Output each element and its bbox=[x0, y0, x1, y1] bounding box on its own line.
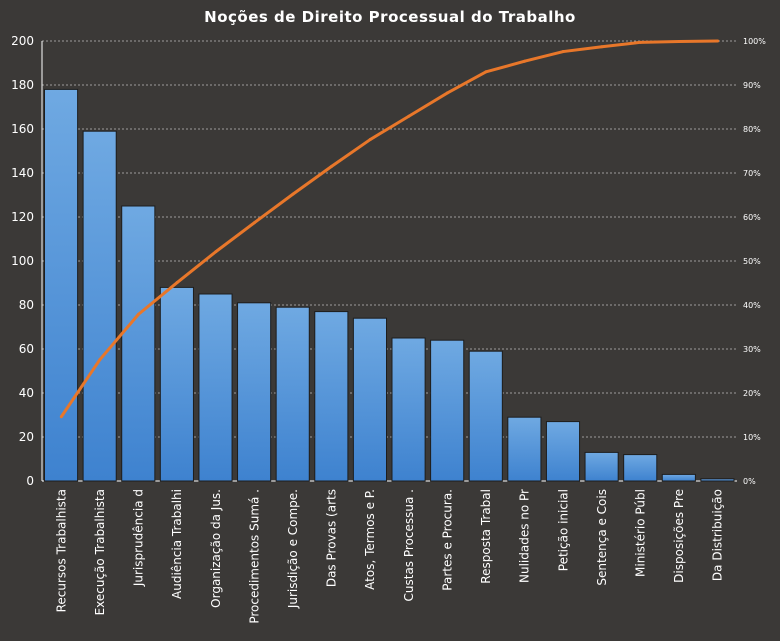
line-point bbox=[252, 221, 256, 225]
y-tick-label: 0 bbox=[26, 474, 34, 488]
y2-tick-label: 70% bbox=[743, 169, 761, 178]
y2-tick-label: 10% bbox=[743, 433, 761, 442]
y2-tick-label: 60% bbox=[743, 213, 761, 222]
y2-tick-label: 80% bbox=[743, 125, 761, 134]
y-tick-label: 180 bbox=[11, 78, 34, 92]
line-point bbox=[484, 70, 488, 74]
bar bbox=[314, 311, 349, 482]
bar bbox=[121, 205, 156, 482]
bar bbox=[584, 451, 619, 482]
line-point bbox=[677, 39, 681, 43]
bar bbox=[352, 317, 387, 482]
y-tick-label: 200 bbox=[11, 34, 34, 48]
line-point bbox=[214, 250, 218, 254]
y-tick-label: 20 bbox=[19, 430, 34, 444]
x-tick-label: Recursos Trabalhista bbox=[54, 489, 68, 612]
bar bbox=[430, 339, 465, 482]
x-tick-label: Disposições Pre bbox=[672, 489, 686, 583]
y2-tick-label: 30% bbox=[743, 345, 761, 354]
y-tick-label: 100 bbox=[11, 254, 34, 268]
line-point bbox=[716, 39, 720, 43]
x-tick-label: Resposta Trabal bbox=[479, 489, 493, 584]
y-tick-label: 140 bbox=[11, 166, 34, 180]
bar bbox=[700, 478, 735, 482]
bar bbox=[237, 302, 272, 482]
bar bbox=[391, 337, 426, 482]
line-point bbox=[638, 40, 642, 44]
x-tick-label: Jurisprudência d bbox=[132, 489, 146, 587]
line-point bbox=[291, 192, 295, 196]
line-point bbox=[523, 59, 527, 63]
bar bbox=[44, 88, 79, 482]
x-tick-label: Procedimentos Sumá . bbox=[247, 489, 261, 624]
x-tick-label: Custas Processua . bbox=[402, 489, 416, 601]
y2-tick-label: 90% bbox=[743, 81, 761, 90]
y-tick-label: 40 bbox=[19, 386, 34, 400]
line-point bbox=[407, 114, 411, 118]
cumulative-line bbox=[60, 39, 718, 418]
x-tick-label: Execução Trabalhista bbox=[93, 489, 107, 615]
line-point bbox=[600, 45, 604, 49]
x-tick-label: Sentença e Cois bbox=[595, 489, 609, 586]
bar bbox=[82, 130, 117, 482]
x-tick-label: Petição inicial bbox=[556, 489, 570, 571]
bar bbox=[545, 421, 581, 482]
bar bbox=[468, 350, 503, 482]
y-tick-label: 120 bbox=[11, 210, 34, 224]
chart-title: Noções de Direito Processual do Trabalho bbox=[204, 8, 576, 26]
x-tick-label: Audiência Trabalhi bbox=[170, 489, 184, 599]
x-tick-label: Jurisdição e Compe. bbox=[286, 489, 300, 609]
x-tick-label: Das Provas (arts bbox=[325, 489, 339, 587]
x-tick-label: Nulidades no Pr bbox=[518, 489, 532, 583]
x-tick-label: Da Distribuição bbox=[711, 489, 725, 581]
line-point bbox=[137, 312, 141, 316]
bar bbox=[661, 473, 696, 482]
line-point bbox=[368, 138, 372, 142]
y-tick-label: 60 bbox=[19, 342, 34, 356]
bar bbox=[623, 454, 658, 482]
line-point bbox=[445, 91, 449, 95]
x-tick-label: Atos, Termos e P. bbox=[363, 489, 377, 590]
line-point bbox=[175, 281, 179, 285]
y2-tick-label: 50% bbox=[743, 257, 761, 266]
x-tick-label: Ministério Públ bbox=[633, 489, 647, 577]
y-tick-label: 80 bbox=[19, 298, 34, 312]
x-tick-label: Partes e Procura. bbox=[440, 489, 454, 591]
line-point bbox=[561, 50, 565, 54]
line-point bbox=[330, 164, 334, 168]
line-point bbox=[59, 415, 63, 419]
x-tick-label: Organização da Jus. bbox=[209, 489, 223, 608]
y2-tick-label: 40% bbox=[743, 301, 761, 310]
bar bbox=[275, 306, 310, 482]
y2-tick-label: 100% bbox=[743, 37, 766, 46]
bar bbox=[159, 286, 194, 482]
line-point bbox=[98, 358, 102, 362]
y2-tick-label: 20% bbox=[743, 389, 761, 398]
y-tick-label: 160 bbox=[11, 122, 34, 136]
y2-tick-label: 0% bbox=[743, 477, 756, 486]
bar bbox=[507, 416, 542, 482]
bar bbox=[198, 293, 233, 482]
